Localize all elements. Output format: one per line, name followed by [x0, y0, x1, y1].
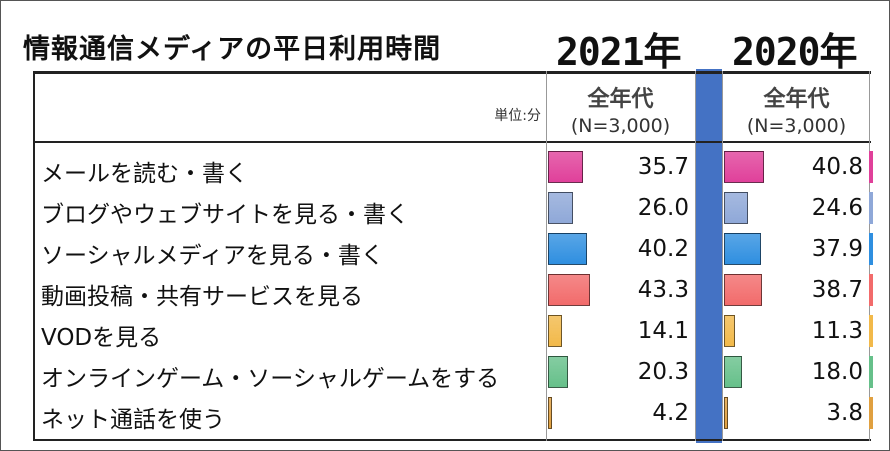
- grid-line: [695, 71, 696, 441]
- chart-title: 情報通信メディアの平日利用時間: [23, 34, 442, 65]
- clipped-bar: [869, 397, 873, 429]
- bar: [548, 192, 574, 224]
- bar: [724, 233, 762, 265]
- grid-line: [722, 71, 723, 441]
- value-label: 3.8: [826, 400, 863, 426]
- clipped-bar: [869, 274, 873, 306]
- category-label: ネット通話を使う: [41, 407, 225, 433]
- value-label: 18.0: [811, 359, 863, 385]
- year-2021-heading: 2021年: [556, 30, 682, 74]
- category-label: オンラインゲーム・ソーシャルゲームをする: [41, 366, 500, 392]
- table-left-border: [33, 71, 35, 441]
- unit-label: 単位:分: [494, 108, 541, 124]
- bar: [548, 233, 588, 265]
- category-label: ブログやウェブサイトを見る・書く: [41, 202, 409, 228]
- bar: [724, 356, 742, 388]
- column-header-sample: (N=3,000): [746, 115, 847, 137]
- bar: [548, 315, 562, 347]
- column-separator: [696, 69, 722, 443]
- column-header-sample: (N=3,000): [570, 115, 671, 137]
- value-label: 20.3: [637, 359, 689, 385]
- value-label: 11.3: [811, 318, 863, 344]
- clipped-bar: [869, 151, 873, 183]
- clipped-bar: [869, 233, 873, 265]
- bar: [724, 192, 749, 224]
- category-label: VODを見る: [41, 325, 162, 351]
- column-header-title: 全年代: [763, 87, 830, 112]
- column-header-2020: 全年代 (N=3,000): [722, 73, 871, 137]
- table-bottom-border: [33, 439, 871, 441]
- bar: [724, 397, 728, 429]
- column-header-title: 全年代: [587, 87, 654, 112]
- bar: [548, 397, 553, 429]
- value-label: 26.0: [637, 195, 689, 221]
- bar: [724, 315, 736, 347]
- clipped-bar: [869, 192, 873, 224]
- value-label: 38.7: [811, 277, 863, 303]
- bar: [724, 274, 762, 306]
- bar: [548, 274, 591, 306]
- bar: [548, 151, 583, 183]
- category-label: 動画投稿・共有サービスを見る: [41, 284, 363, 310]
- value-label: 43.3: [637, 277, 689, 303]
- value-label: 40.2: [637, 236, 689, 262]
- value-label: 35.7: [637, 154, 689, 180]
- value-label: 14.1: [637, 318, 689, 344]
- category-label: ソーシャルメディアを見る・書く: [41, 243, 384, 269]
- clipped-bar: [869, 315, 873, 347]
- bar: [724, 151, 764, 183]
- grid-line: [546, 71, 547, 441]
- header-divider: [33, 141, 871, 143]
- value-label: 24.6: [811, 195, 863, 221]
- bar: [548, 356, 568, 388]
- value-label: 37.9: [811, 236, 863, 262]
- clipped-bar: [869, 356, 873, 388]
- value-label: 40.8: [811, 154, 863, 180]
- category-label: メールを読む・書く: [41, 161, 248, 187]
- table-top-border: [33, 71, 871, 74]
- year-2020-heading: 2020年: [732, 30, 858, 74]
- value-label: 4.2: [652, 400, 689, 426]
- column-header-2021: 全年代 (N=3,000): [546, 73, 695, 137]
